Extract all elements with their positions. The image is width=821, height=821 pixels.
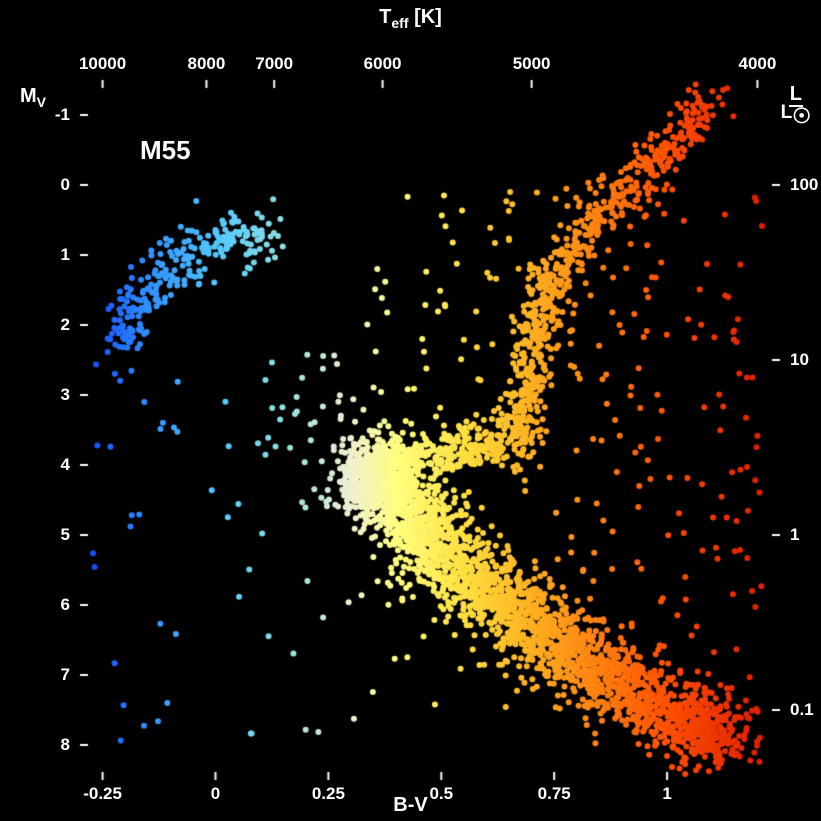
y-left-tick: 5 — [61, 525, 70, 545]
y-right-tick: 10 — [790, 350, 809, 370]
x-top-tick: 7000 — [255, 54, 293, 74]
x-bottom-tick: 0 — [211, 784, 220, 804]
x-bottom-label: B-V — [393, 794, 427, 817]
y-left-tick: 7 — [61, 665, 70, 685]
hr-diagram-container: M55 B-V Teff [K] MV L L☉ -0.25 0 0.25 0.5 0.… — [0, 0, 821, 821]
y-right-tick: 100 — [790, 175, 818, 195]
x-bottom-tick: 0.75 — [538, 784, 571, 804]
x-top-tick: 10000 — [79, 54, 126, 74]
y-left-tick: 6 — [61, 595, 70, 615]
x-bottom-tick: -0.25 — [83, 784, 122, 804]
y-left-tick: -1 — [55, 105, 70, 125]
y-right-tick: 1 — [790, 525, 799, 545]
y-right-tick: 0.1 — [790, 700, 814, 720]
y-right-label: L L☉ — [781, 85, 811, 127]
y-left-tick: 4 — [61, 455, 70, 475]
x-top-label: Teff [K] — [379, 6, 442, 31]
x-top-tick: 6000 — [364, 54, 402, 74]
x-top-tick: 5000 — [513, 54, 551, 74]
y-left-label: MV — [20, 85, 46, 110]
y-left-tick: 8 — [61, 735, 70, 755]
x-top-tick: 8000 — [188, 54, 226, 74]
y-left-tick: 1 — [61, 245, 70, 265]
x-top-tick: 4000 — [738, 54, 776, 74]
x-bottom-tick: 1 — [662, 784, 671, 804]
x-bottom-tick: 0.25 — [312, 784, 345, 804]
scatter-canvas — [0, 0, 821, 821]
cluster-title: M55 — [140, 135, 191, 166]
y-left-tick: 0 — [61, 175, 70, 195]
y-left-tick: 3 — [61, 385, 70, 405]
y-left-tick: 2 — [61, 315, 70, 335]
x-bottom-tick: 0.5 — [429, 784, 453, 804]
